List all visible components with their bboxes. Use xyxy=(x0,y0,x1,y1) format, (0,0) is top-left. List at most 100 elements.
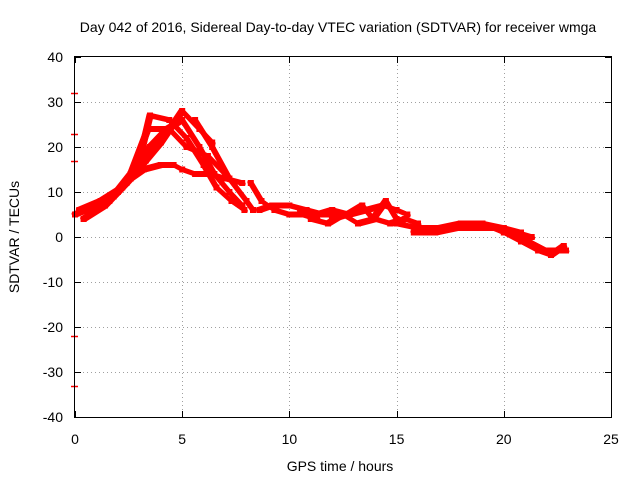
data-point xyxy=(325,220,331,227)
x-tick-label: 5 xyxy=(178,431,186,447)
data-point xyxy=(518,238,524,245)
data-point xyxy=(247,180,254,186)
data-point xyxy=(166,126,173,132)
data-point xyxy=(127,175,134,182)
x-tick-label: 0 xyxy=(71,431,79,447)
data-point xyxy=(410,229,417,236)
data-point xyxy=(213,184,220,191)
data-point xyxy=(500,229,507,236)
data-point xyxy=(200,162,207,168)
data-point xyxy=(563,247,569,254)
data-point xyxy=(183,144,190,150)
data-point xyxy=(179,117,186,123)
data-point xyxy=(179,166,186,173)
x-tick-label: 25 xyxy=(603,431,619,447)
data-point xyxy=(415,225,421,231)
y-tick-label: 30 xyxy=(47,94,63,110)
data-point xyxy=(207,171,214,177)
data-point xyxy=(543,247,550,254)
data-point xyxy=(239,202,246,209)
data-point xyxy=(239,180,246,186)
data-point xyxy=(226,189,233,195)
data-point xyxy=(271,207,278,213)
data-point xyxy=(157,162,164,168)
y-tick-label: -30 xyxy=(43,364,63,380)
data-point xyxy=(432,229,439,236)
data-point xyxy=(329,216,336,222)
data-point xyxy=(250,207,256,213)
data-point xyxy=(110,193,117,200)
data-point xyxy=(528,234,535,240)
data-point xyxy=(307,216,314,222)
data-point xyxy=(470,220,477,227)
x-tick-label: 15 xyxy=(389,431,405,447)
data-point xyxy=(359,202,366,209)
y-tick-label: 40 xyxy=(47,49,63,65)
x-axis-label: GPS time / hours xyxy=(287,458,394,474)
data-point xyxy=(179,108,186,114)
data-point xyxy=(192,117,199,123)
data-point xyxy=(147,144,153,150)
plot-frame xyxy=(74,56,612,418)
data-point xyxy=(370,216,376,222)
data-point xyxy=(560,243,567,249)
chart-title: Day 042 of 2016, Sidereal Day-to-day VTE… xyxy=(80,19,597,35)
y-tick-label: -10 xyxy=(43,274,63,290)
x-tick-label: 20 xyxy=(496,431,512,447)
data-point xyxy=(147,112,153,119)
data-point xyxy=(241,207,248,213)
data-point xyxy=(170,162,177,168)
y-tick-label: 10 xyxy=(47,184,63,200)
data-point xyxy=(84,211,91,218)
data-point xyxy=(166,117,173,123)
data-point xyxy=(243,198,250,204)
data-point xyxy=(196,144,203,150)
data-point xyxy=(204,153,211,159)
data-point xyxy=(226,175,233,182)
data-point xyxy=(144,126,151,132)
data-point xyxy=(382,198,389,204)
data-point xyxy=(127,171,134,177)
series-layer xyxy=(71,107,570,259)
data-point xyxy=(393,216,400,222)
data-point xyxy=(80,216,87,222)
x-tick-label: 10 xyxy=(282,431,298,447)
data-point xyxy=(256,207,263,213)
y-tick-label: -40 xyxy=(43,409,63,425)
data-point xyxy=(297,207,304,213)
data-point xyxy=(142,157,149,164)
data-point xyxy=(475,225,482,231)
data-point xyxy=(140,166,147,173)
data-point xyxy=(89,207,96,213)
data-point xyxy=(314,211,321,218)
y-tick-label: 0 xyxy=(55,229,63,245)
data-point xyxy=(258,198,265,204)
data-point xyxy=(299,211,306,218)
y-tick-label: -20 xyxy=(43,319,63,335)
data-point xyxy=(192,171,199,177)
data-point xyxy=(427,225,434,231)
data-point xyxy=(286,211,293,218)
y-tick-label: 20 xyxy=(47,139,63,155)
data-point xyxy=(228,198,235,204)
data-point xyxy=(479,220,486,227)
data-point xyxy=(344,211,351,218)
y-axis-label: SDTVAR / TECUs xyxy=(6,181,22,293)
data-point xyxy=(415,220,421,227)
grid xyxy=(75,57,611,417)
data-point xyxy=(76,207,83,213)
data-point xyxy=(404,211,411,218)
data-point xyxy=(526,238,533,245)
y-tick-labels: 40 30 20 10 0 -10 -20 -30 -40 xyxy=(43,49,63,425)
data-point xyxy=(402,216,409,222)
data-point xyxy=(286,202,293,209)
data-point xyxy=(209,144,216,150)
tick-marks xyxy=(75,57,612,418)
data-point xyxy=(449,225,456,231)
data-point xyxy=(393,220,400,227)
data-point xyxy=(183,135,190,141)
data-point xyxy=(157,139,164,146)
data-point xyxy=(355,220,361,227)
data-point xyxy=(548,252,554,258)
